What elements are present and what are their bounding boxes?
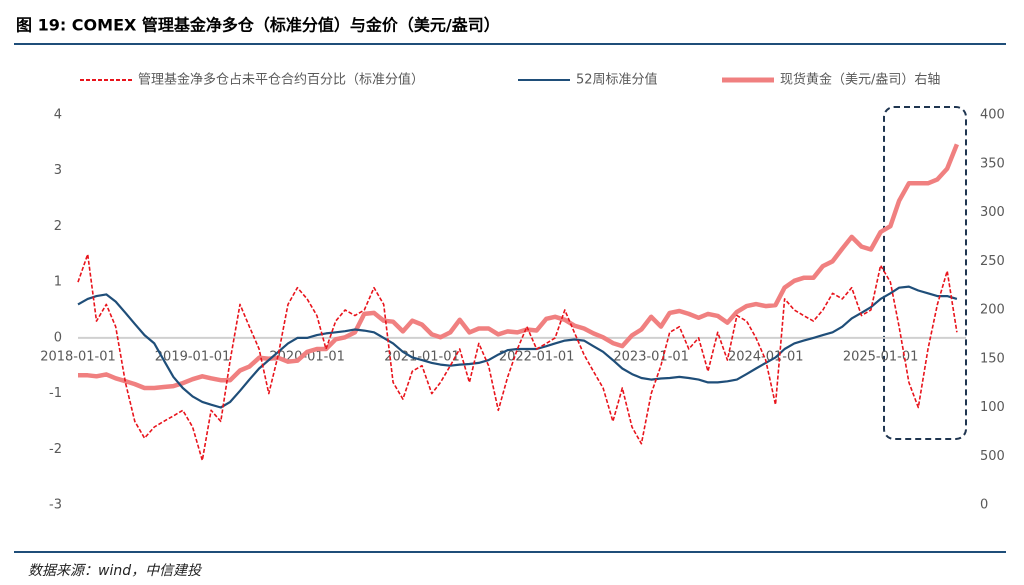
x-tick-label: 2025-01-01 — [843, 349, 919, 364]
legend-label: 52周标准分值 — [576, 72, 658, 88]
y2-tick-label: 0 — [980, 498, 988, 513]
series-line — [77, 253, 958, 462]
y2-tick-label: 250 — [980, 254, 1005, 269]
y-tick-label: 2 — [54, 219, 62, 234]
y-tick-label: -1 — [49, 386, 62, 401]
highlight-box — [883, 106, 967, 440]
y-tick-label: -2 — [49, 442, 62, 457]
y2-tick-label: 350 — [980, 156, 1005, 171]
x-tick-label: 2019-01-01 — [155, 349, 231, 364]
y2-tick-label: 500 — [980, 449, 1005, 464]
x-tick-label: 2018-01-01 — [40, 349, 116, 364]
y2-tick-label: 200 — [980, 303, 1005, 318]
y-tick-label: 0 — [54, 330, 62, 345]
y2-tick-label: 150 — [980, 351, 1005, 366]
legend-label: 管理基金净多仓占未平仓合约百分比（标准分值） — [138, 72, 424, 88]
y2-tick-label: 300 — [980, 205, 1005, 220]
y2-tick-label: 100 — [980, 400, 1005, 415]
x-tick-label: 2024-01-01 — [728, 349, 804, 364]
y-tick-label: 3 — [54, 163, 62, 178]
y-tick-label: 1 — [54, 275, 62, 290]
series-line — [78, 143, 959, 391]
x-tick-label: 2023-01-01 — [613, 349, 689, 364]
y-tick-label: -3 — [49, 498, 62, 513]
x-tick-label: 2022-01-01 — [499, 349, 575, 364]
source-note: 数据来源：wind，中信建投 — [28, 563, 203, 579]
y2-tick-label: 400 — [980, 108, 1005, 123]
y-tick-label: 4 — [54, 108, 62, 123]
legend-label: 现货黄金（美元/盎司）右轴 — [780, 72, 940, 88]
x-tick-label: 2021-01-01 — [384, 349, 460, 364]
chart-title: 图 19: COMEX 管理基金净多仓（标准分值）与金价（美元/盎司） — [16, 16, 500, 35]
